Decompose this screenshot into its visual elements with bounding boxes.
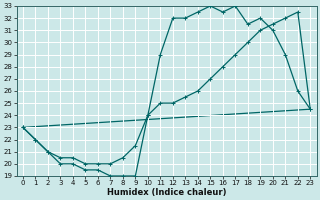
X-axis label: Humidex (Indice chaleur): Humidex (Indice chaleur) — [107, 188, 226, 197]
